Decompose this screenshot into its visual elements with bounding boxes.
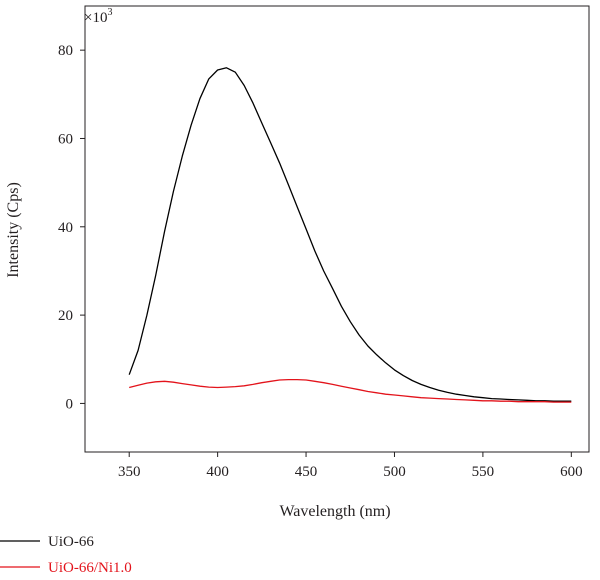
x-tick-label-350: 350 [118, 464, 141, 480]
x-tick-label-500: 500 [383, 464, 406, 480]
y-tick-label-40: 40 [58, 220, 73, 236]
y-multiplier-label: ×103 [84, 7, 112, 26]
y-tick-label-20: 20 [58, 308, 73, 324]
x-axis-title: Wavelength (nm) [279, 503, 390, 520]
series-layer [128, 67, 572, 403]
x-tick-label-450: 450 [295, 464, 318, 480]
legend: UiO-66 UiO-66/Ni1.0 [0, 534, 132, 576]
x-tick-label-400: 400 [206, 464, 229, 480]
y-tick-label-0: 0 [66, 396, 74, 412]
ticks-layer: 350 400 450 500 550 600 0 20 40 60 80 [58, 43, 583, 480]
series-line-uio-66-ni1 [129, 378, 572, 403]
y-tick-label-80: 80 [58, 43, 73, 59]
plot-frame [84, 5, 590, 453]
legend-label-uio-66: UiO-66 [48, 534, 94, 550]
legend-label-uio-66-ni1: UiO-66/Ni1.0 [48, 560, 132, 576]
series-line-uio-66 [128, 67, 572, 402]
y-multiplier-exponent: 3 [107, 7, 112, 18]
y-tick-label-60: 60 [58, 131, 73, 147]
x-tick-label-600: 600 [560, 464, 583, 480]
y-axis-title: Intensity (Cps) [5, 182, 22, 278]
x-tick-label-550: 550 [472, 464, 495, 480]
